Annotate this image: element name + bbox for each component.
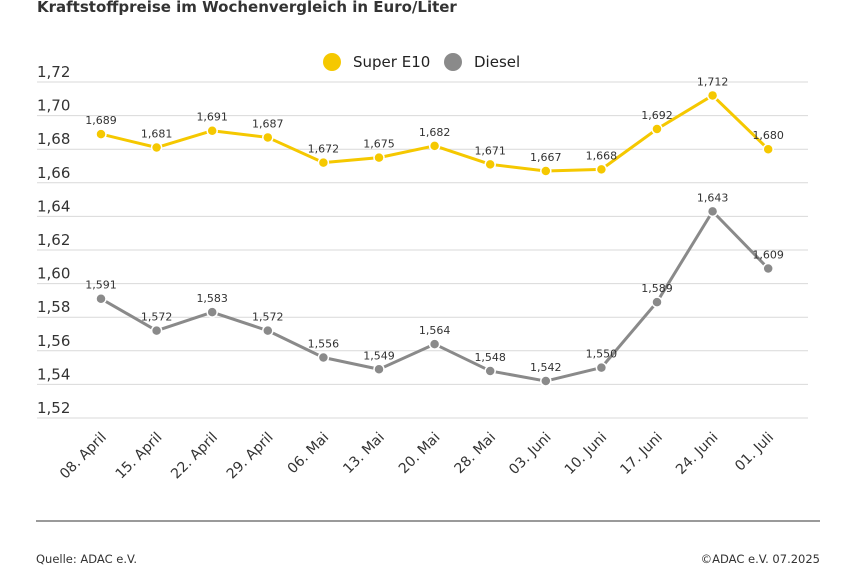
data-point [317, 351, 330, 364]
data-point [317, 156, 330, 169]
data-point [484, 365, 496, 377]
y-tick-label: 1,58 [37, 298, 70, 316]
legend-label: Diesel [474, 53, 520, 71]
data-point [428, 338, 441, 350]
data-point [262, 131, 274, 144]
x-tick-label: 29. April [224, 430, 277, 483]
data-point [706, 205, 719, 218]
y-axis: 1,72 1,70 1,68 1,66 1,64 1,62 1,60 1,58 1,56 1,54… [37, 63, 70, 417]
data-point [373, 151, 385, 164]
data-label: 1,668 [586, 149, 618, 162]
x-axis: 08. April 15. April 22. April 29. April 06. … [57, 430, 777, 483]
data-point [262, 324, 274, 337]
series-group: 1,689 1,681 1,691 1,687 1,672 1,675 1,682 1,671… [85, 75, 784, 387]
data-point [150, 324, 163, 337]
y-tick-label: 1,70 [37, 97, 70, 115]
x-tick-label: 24. Juni [673, 430, 721, 478]
data-label: 1,671 [474, 144, 506, 157]
y-tick-label: 1,62 [37, 231, 70, 249]
x-tick-label: 20. Mai [396, 430, 444, 478]
data-label: 1,609 [752, 248, 784, 261]
x-tick-label: 13. Mai [340, 430, 388, 478]
legend-marker [444, 53, 462, 71]
data-label: 1,675 [363, 138, 395, 151]
data-label: 1,667 [530, 151, 562, 164]
x-tick-label: 15. April [113, 430, 166, 483]
data-label: 1,572 [141, 311, 173, 324]
data-point [95, 292, 107, 305]
data-label: 1,680 [752, 129, 784, 142]
footer-divider [36, 520, 820, 522]
x-tick-label: 03. Juni [506, 430, 554, 478]
data-label: 1,687 [252, 117, 284, 130]
x-tick-label: 01. Juli [732, 430, 777, 475]
data-point [762, 262, 774, 275]
data-label: 1,549 [363, 349, 395, 362]
legend: Super E10 Diesel [323, 53, 520, 71]
data-point [651, 123, 663, 135]
data-point [373, 363, 385, 376]
data-label: 1,712 [697, 75, 729, 88]
y-tick-label: 1,68 [37, 130, 70, 148]
data-point [595, 163, 608, 176]
line-chart: 1,72 1,70 1,68 1,66 1,64 1,62 1,60 1,58 1,56 1,54… [37, 53, 808, 483]
legend-label: Super E10 [353, 53, 430, 71]
data-point [206, 124, 218, 137]
data-point [428, 140, 441, 152]
data-label: 1,672 [308, 143, 340, 156]
y-tick-label: 1,64 [37, 197, 70, 215]
data-label: 1,550 [586, 348, 618, 361]
y-tick-label: 1,54 [37, 365, 70, 383]
y-tick-label: 1,60 [37, 265, 70, 283]
x-tick-label: 10. Juni [562, 430, 610, 478]
x-tick-label: 08. April [57, 430, 110, 483]
data-label: 1,681 [141, 128, 173, 141]
copyright-note: ©ADAC e.V. 07.2025 [700, 552, 820, 566]
data-point [540, 165, 552, 177]
data-label: 1,548 [474, 351, 506, 364]
y-tick-label: 1,66 [37, 164, 70, 182]
data-point [540, 375, 552, 387]
data-point [206, 306, 218, 318]
data-point [95, 128, 107, 140]
data-label: 1,589 [641, 282, 673, 295]
data-label: 1,682 [419, 126, 451, 139]
data-label: 1,542 [530, 361, 562, 374]
chart-title: Kraftstoffpreise im Wochenvergleich in E… [37, 0, 457, 16]
data-label: 1,583 [196, 292, 228, 305]
data-point [595, 361, 608, 374]
y-tick-label: 1,72 [37, 63, 70, 81]
data-label: 1,556 [308, 338, 340, 351]
x-tick-label: 28. Mai [451, 430, 499, 478]
data-label: 1,692 [641, 109, 673, 122]
data-label: 1,643 [697, 191, 729, 204]
data-label: 1,591 [85, 279, 117, 292]
data-label: 1,572 [252, 311, 284, 324]
data-point [706, 89, 719, 102]
data-point [651, 296, 663, 308]
data-point [150, 141, 163, 154]
data-label: 1,691 [196, 111, 228, 124]
legend-marker [323, 53, 341, 71]
y-tick-label: 1,52 [37, 399, 70, 417]
x-tick-label: 22. April [168, 430, 221, 483]
data-point [484, 158, 496, 171]
data-point [762, 143, 774, 155]
data-label: 1,689 [85, 114, 117, 127]
y-tick-label: 1,56 [37, 332, 70, 350]
x-tick-label: 17. Juni [617, 430, 665, 478]
source-note: Quelle: ADAC e.V. [36, 552, 138, 566]
x-tick-label: 06. Mai [285, 430, 333, 478]
data-label: 1,564 [419, 324, 451, 337]
